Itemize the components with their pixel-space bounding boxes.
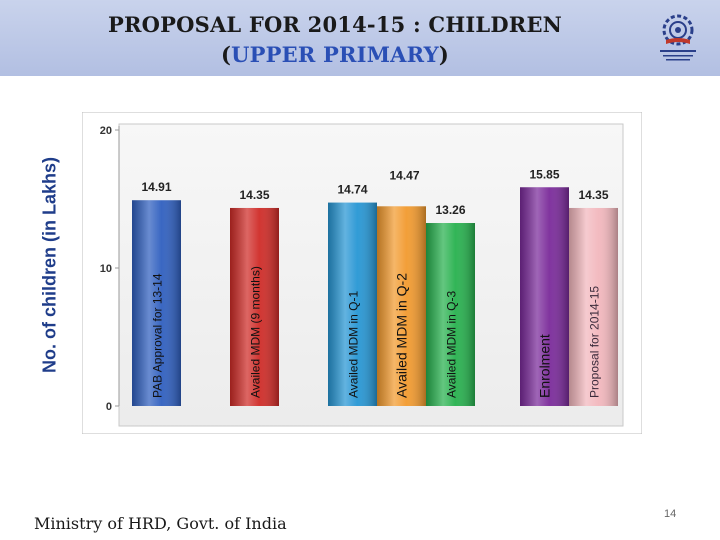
data-label: 14.35 bbox=[239, 188, 269, 202]
title-banner: PROPOSAL FOR 2014-15 : CHILDREN (UPPER P… bbox=[0, 0, 720, 76]
category-label: Availed MDM (9 months) bbox=[249, 266, 263, 398]
y-axis-label: No. of children (in Lakhs) bbox=[39, 157, 60, 374]
data-label: 13.26 bbox=[435, 203, 465, 217]
bar-chart: 0 10 20 14.91 PAB Approval for 13-14 14.35 Av… bbox=[82, 112, 642, 434]
bar-highlight bbox=[132, 200, 181, 406]
bar-highlight bbox=[377, 206, 426, 406]
y-tick-label: 0 bbox=[106, 401, 112, 413]
bar-highlight bbox=[520, 187, 569, 406]
title-open-paren: ( bbox=[221, 42, 232, 67]
data-label: 14.35 bbox=[578, 188, 608, 202]
y-tick-label: 10 bbox=[100, 263, 112, 275]
category-label: Availed MDM in Q-2 bbox=[394, 273, 410, 398]
category-label: Availed MDM in Q-1 bbox=[347, 291, 361, 398]
y-tick-label: 20 bbox=[100, 125, 112, 137]
data-label: 14.74 bbox=[337, 183, 367, 197]
ministry-logo bbox=[660, 14, 696, 61]
data-label: 14.91 bbox=[141, 180, 171, 194]
data-label: 15.85 bbox=[529, 167, 559, 181]
slide-title: PROPOSAL FOR 2014-15 : CHILDREN (UPPER P… bbox=[40, 10, 630, 70]
title-main: PROPOSAL FOR 2014-15 : CHILDREN bbox=[107, 12, 563, 37]
category-label: Enrolment bbox=[537, 334, 553, 398]
category-label: Proposal for 2014-15 bbox=[588, 286, 602, 398]
category-label: PAB Approval for 13-14 bbox=[151, 273, 165, 398]
bar-highlight bbox=[230, 207, 279, 406]
data-label: 14.47 bbox=[389, 168, 419, 182]
page-number: 14 bbox=[664, 508, 677, 520]
bar-highlight bbox=[426, 223, 475, 406]
bar-highlight bbox=[569, 207, 618, 406]
title-close-paren: ) bbox=[438, 42, 449, 67]
footer-text: Ministry of HRD, Govt. of India bbox=[34, 514, 287, 533]
title-highlight: UPPER PRIMARY bbox=[231, 42, 439, 67]
bar-highlight bbox=[328, 202, 377, 406]
category-label: Availed MDM in Q-3 bbox=[445, 291, 459, 398]
